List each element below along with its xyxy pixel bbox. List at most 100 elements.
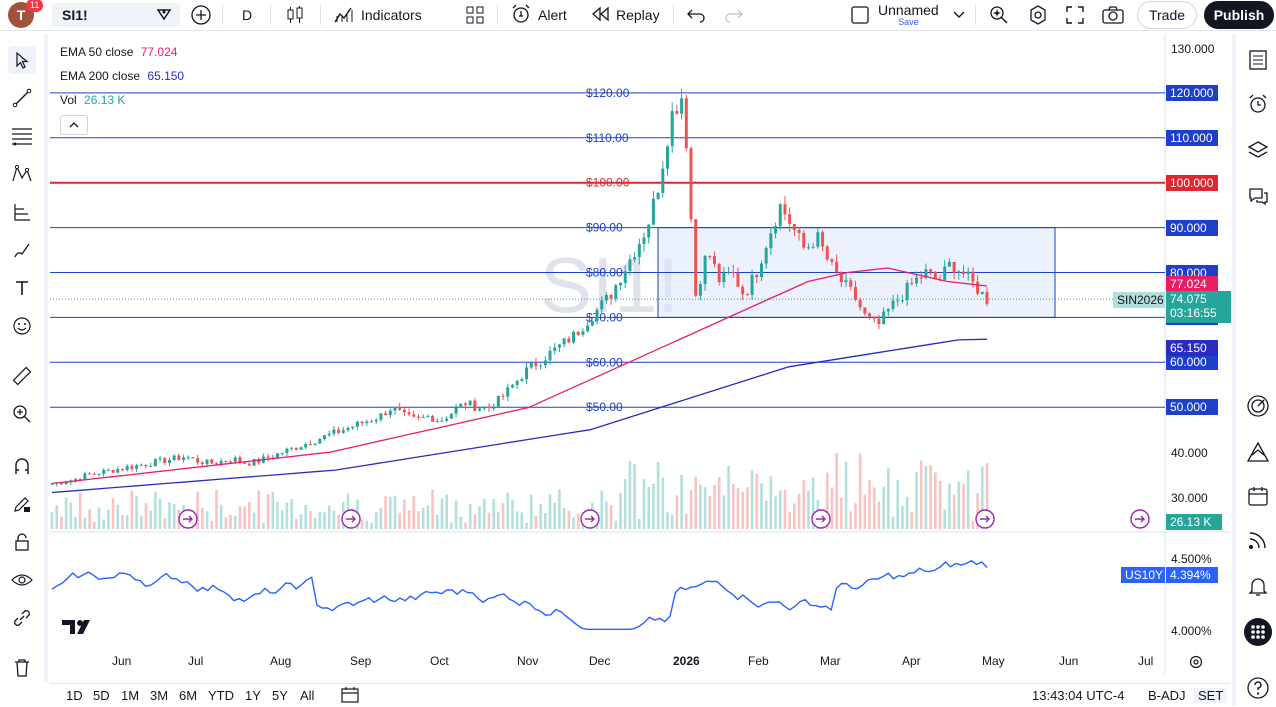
indicators-button[interactable]: Indicators	[333, 3, 422, 27]
long-position-icon[interactable]	[8, 198, 36, 226]
date-range-calendar-icon[interactable]	[341, 686, 359, 707]
chat-icon[interactable]	[1244, 182, 1272, 210]
pencil-lock-icon[interactable]	[8, 490, 36, 518]
collapse-legend-button[interactable]	[60, 115, 88, 135]
candles-icon[interactable]	[285, 3, 305, 27]
volume-bar	[882, 486, 885, 529]
brush-icon[interactable]	[8, 236, 36, 264]
volume-bar	[910, 512, 914, 529]
zoom-in-icon[interactable]	[8, 400, 36, 428]
volume-bar	[224, 517, 228, 529]
publish-button[interactable]: Publish	[1204, 1, 1274, 29]
candle-body	[586, 325, 590, 332]
volume-bar	[966, 470, 970, 529]
lock-icon[interactable]	[8, 528, 36, 556]
range-all[interactable]: All	[300, 688, 315, 703]
candle-body	[929, 269, 933, 272]
time-axis[interactable]: Jun Jul Aug Sep Oct Nov Dec 2026 Feb Mar Apr May Jun…	[50, 654, 1220, 670]
avatar[interactable]: T 11	[8, 0, 44, 28]
volume-bar	[830, 487, 834, 529]
templates-icon[interactable]	[465, 3, 485, 27]
alerts-clock-icon[interactable]	[1244, 90, 1272, 118]
time-axis-label: Dec	[589, 654, 611, 668]
candle-body	[431, 415, 435, 422]
candle-body	[741, 286, 745, 295]
volume-bar	[111, 498, 115, 529]
range-5y[interactable]: 5Y	[272, 688, 288, 703]
cursor-icon[interactable]	[8, 46, 36, 74]
range-6m[interactable]: 6M	[179, 688, 198, 703]
add-symbol-icon[interactable]	[190, 3, 212, 27]
range-1y[interactable]: 1Y	[245, 688, 261, 703]
smiley-icon[interactable]	[8, 312, 36, 340]
candle-body	[788, 214, 792, 224]
layout-square-icon[interactable]	[850, 3, 870, 27]
apps-grid-icon[interactable]	[1244, 618, 1272, 646]
target-icon[interactable]	[1244, 392, 1272, 420]
range-1d[interactable]: 1D	[66, 688, 83, 703]
layers-icon[interactable]	[1244, 136, 1272, 164]
time-axis-settings-icon[interactable]	[1188, 654, 1204, 675]
help-icon[interactable]	[1244, 674, 1272, 702]
range-5d[interactable]: 5D	[93, 688, 110, 703]
quick-search-icon[interactable]	[988, 3, 1010, 27]
pattern-icon[interactable]	[8, 160, 36, 188]
magnet-icon[interactable]	[8, 452, 36, 480]
interval-button[interactable]: D	[242, 7, 253, 23]
candle-body	[337, 429, 341, 433]
range-3m[interactable]: 3M	[150, 688, 169, 703]
volume-legend[interactable]: Vol 26.13 K	[60, 93, 126, 107]
ruler-icon[interactable]	[8, 362, 36, 390]
eye-icon[interactable]	[8, 566, 36, 594]
candle-body	[445, 418, 449, 421]
candle-body	[468, 400, 472, 406]
fullscreen-icon[interactable]	[1065, 3, 1085, 27]
undo-icon[interactable]	[686, 3, 706, 27]
candle-body	[135, 465, 139, 469]
volume-bar	[783, 489, 787, 529]
horizontal-line-label: $50.00	[586, 400, 623, 414]
clock-display[interactable]: 13:43:04 UTC-4	[1032, 688, 1125, 703]
calendar-icon[interactable]	[1244, 482, 1272, 510]
symbol-menu-icon[interactable]	[156, 7, 172, 24]
ema200-legend[interactable]: EMA 200 close 65.150	[60, 69, 185, 83]
fib-retracement-icon[interactable]	[8, 122, 36, 150]
candle-body	[73, 479, 77, 481]
candle-body	[520, 379, 524, 381]
layout-name-button[interactable]: Unnamed Save	[878, 2, 939, 27]
badj-toggle[interactable]: B-ADJ	[1148, 688, 1186, 703]
price-axis-label: 130.000	[1171, 42, 1215, 56]
link-icon[interactable]	[8, 604, 36, 632]
text-icon[interactable]	[8, 274, 36, 302]
candle-body	[144, 464, 148, 467]
range-ytd[interactable]: YTD	[208, 688, 234, 703]
price-chart[interactable]: SI1! $120.00 $110.00 $100.00 $90.00 $80.00 $70…	[50, 34, 1230, 674]
ideas-icon[interactable]	[1244, 438, 1272, 466]
set-toggle[interactable]: SET	[1194, 688, 1228, 703]
trend-line-icon[interactable]	[8, 84, 36, 112]
camera-icon[interactable]	[1101, 3, 1125, 27]
trash-icon[interactable]	[8, 654, 36, 682]
redo-icon[interactable]	[724, 3, 744, 27]
candle-body	[407, 412, 411, 415]
replay-button[interactable]: Replay	[590, 3, 660, 27]
alert-button[interactable]: Alert	[510, 3, 567, 27]
ema50-legend[interactable]: EMA 50 close 77.024	[60, 45, 178, 59]
chart-area[interactable]: SI1! $120.00 $110.00 $100.00 $90.00 $80.00 $70…	[50, 34, 1231, 675]
notifications-bell-icon[interactable]	[1244, 572, 1272, 600]
volume-bar	[337, 514, 340, 529]
volume-bar	[849, 511, 853, 529]
watchlist-icon[interactable]	[1244, 46, 1272, 74]
range-1m[interactable]: 1M	[121, 688, 140, 703]
candle-body	[449, 413, 453, 419]
broadcast-icon[interactable]	[1244, 526, 1272, 554]
settings-gear-icon[interactable]	[1027, 3, 1049, 27]
symbol-search[interactable]: SI1!	[52, 3, 180, 27]
volume-bar	[492, 499, 495, 529]
trade-button[interactable]: Trade	[1137, 1, 1197, 29]
candle-body	[332, 429, 336, 434]
volume-bar	[83, 517, 87, 529]
chevron-down-icon[interactable]	[952, 3, 966, 27]
volume-bar	[567, 510, 571, 529]
candle-body	[351, 426, 355, 428]
